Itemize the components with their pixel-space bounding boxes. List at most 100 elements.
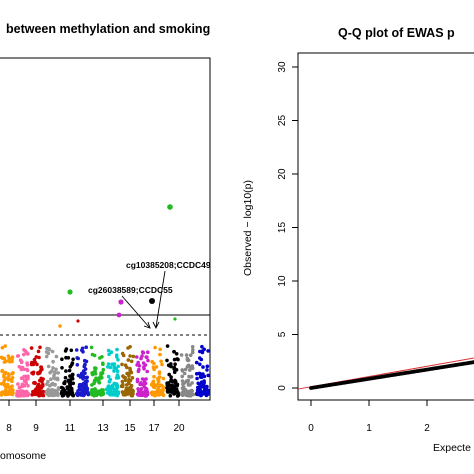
manhattan-point (188, 383, 192, 387)
manhattan-highlight-point (116, 312, 122, 318)
manhattan-point (182, 371, 187, 376)
manhattan-point (169, 379, 173, 383)
manhattan-point (30, 393, 34, 397)
manhattan-point (91, 370, 96, 375)
manhattan-point (11, 391, 15, 395)
qq-y-tick-label: 10 (277, 275, 288, 287)
manhattan-point (25, 367, 29, 372)
manhattan-point (10, 355, 15, 359)
manhattan-point (41, 389, 45, 394)
manhattan-point (198, 371, 202, 376)
manhattan-point (168, 364, 172, 368)
manhattan-point (161, 388, 165, 392)
manhattan-point (81, 374, 86, 379)
manhattan-point (63, 375, 68, 380)
manhattan-point (200, 349, 205, 353)
manhattan-point (190, 366, 195, 371)
manhattan-point (198, 349, 202, 354)
manhattan-point (0, 368, 5, 373)
manhattan-point (129, 370, 134, 375)
manhattan-point (20, 393, 25, 398)
manhattan-point (112, 367, 116, 371)
manhattan-point (125, 371, 129, 376)
manhattan-point (48, 370, 52, 375)
qq-y-tick-label: 15 (277, 222, 288, 234)
manhattan-point (173, 381, 178, 386)
manhattan-point (194, 372, 199, 376)
manhattan-point (205, 368, 209, 372)
manhattan-point (166, 386, 170, 391)
manhattan-point (126, 358, 131, 362)
manhattan-point (8, 388, 13, 393)
manhattan-point (174, 352, 179, 356)
manhattan-point (190, 350, 195, 355)
manhattan-point (21, 389, 25, 394)
manhattan-highlight-point (67, 289, 73, 295)
manhattan-point (94, 376, 98, 381)
manhattan-points (0, 344, 211, 398)
manhattan-point (79, 391, 83, 396)
manhattan-point (47, 393, 51, 398)
manhattan-point (115, 369, 120, 374)
manhattan-x-label: omosome (0, 450, 46, 462)
manhattan-point (176, 391, 180, 396)
manhattan-point (96, 390, 100, 395)
manhattan-point (121, 391, 126, 395)
manhattan-point (82, 364, 86, 369)
manhattan-point (143, 388, 148, 393)
manhattan-point (6, 383, 10, 388)
manhattan-title: between methylation and smoking (6, 22, 210, 36)
manhattan-point (33, 392, 38, 397)
manhattan-point (152, 367, 156, 372)
manhattan-point (202, 391, 206, 396)
manhattan-point (52, 390, 57, 395)
manhattan-point (140, 354, 144, 358)
manhattan-point (56, 393, 60, 397)
manhattan-point (112, 362, 117, 366)
manhattan-point (26, 374, 30, 379)
manhattan-point (106, 374, 111, 379)
manhattan-point (135, 392, 140, 397)
manhattan-point (157, 385, 161, 389)
manhattan-point (115, 355, 119, 359)
manhattan-point (37, 355, 41, 360)
manhattan-point (84, 345, 88, 350)
manhattan-point (44, 350, 49, 354)
manhattan-point (200, 344, 204, 349)
manhattan-point (97, 380, 102, 385)
manhattan-point (82, 358, 87, 363)
qq-plot: Q-Q plot of EWAS p 0 5 10 15 20 25 30 0 1 2 Obse… (242, 26, 474, 454)
manhattan-x-tick-label: 15 (124, 423, 136, 434)
manhattan-point (116, 376, 121, 380)
manhattan-x-tick-label: 11 (65, 423, 76, 434)
manhattan-point (0, 345, 5, 350)
manhattan-point (179, 353, 184, 357)
manhattan-point (206, 349, 210, 353)
manhattan-point (123, 378, 128, 383)
manhattan-point (174, 387, 179, 392)
manhattan-highlight-point (58, 324, 62, 328)
manhattan-point (159, 359, 163, 364)
qq-title: Q-Q plot of EWAS p (338, 26, 455, 40)
manhattan-point (194, 360, 199, 365)
manhattan-point (135, 355, 139, 359)
manhattan-point (202, 374, 207, 379)
manhattan-point (160, 392, 165, 397)
manhattan-point (33, 381, 37, 386)
manhattan-point (183, 392, 187, 396)
manhattan-point (180, 386, 185, 391)
manhattan-point (198, 362, 202, 367)
manhattan-point (2, 372, 7, 376)
manhattan-point (136, 387, 140, 391)
qq-x-ticks: 0 1 2 (308, 400, 430, 434)
manhattan-point (120, 379, 125, 384)
manhattan-point (185, 357, 190, 362)
manhattan-point (188, 353, 193, 358)
manhattan-axes-box (0, 57, 211, 401)
manhattan-point (126, 380, 131, 385)
manhattan-point (76, 373, 81, 378)
manhattan-point (91, 393, 95, 397)
manhattan-point (51, 366, 55, 370)
manhattan-point (37, 392, 42, 397)
manhattan-point (150, 382, 154, 386)
